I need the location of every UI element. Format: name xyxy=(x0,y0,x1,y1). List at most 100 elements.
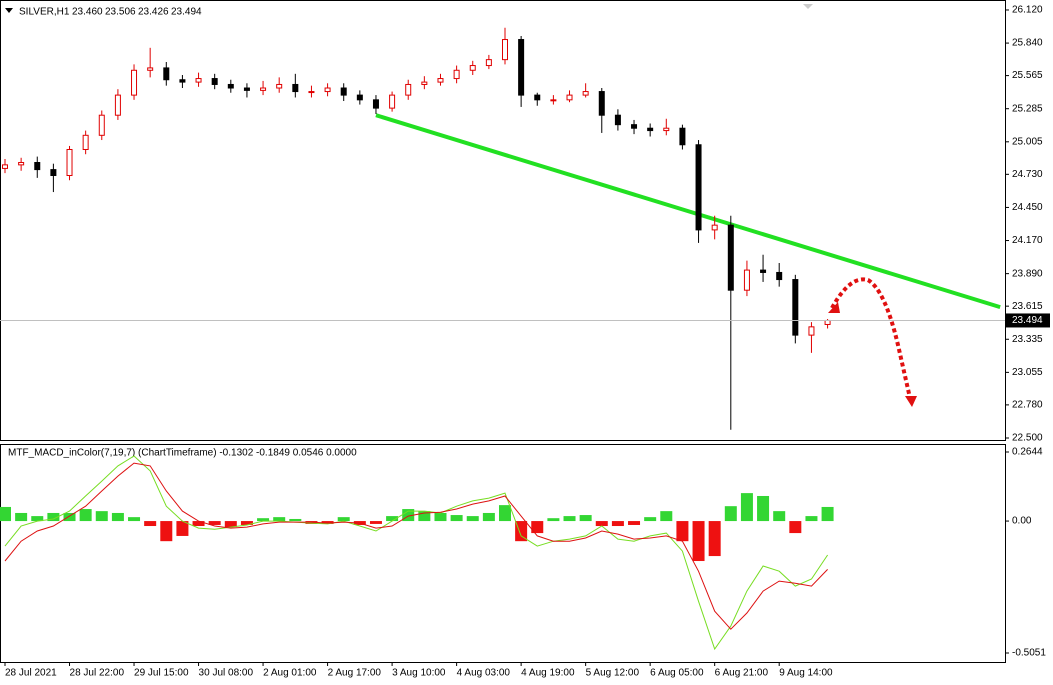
candle-body xyxy=(389,94,396,109)
histogram-bar xyxy=(805,516,818,522)
histogram-bar xyxy=(724,506,737,522)
candle-body xyxy=(421,81,428,85)
candle-body xyxy=(598,91,605,116)
candle-body xyxy=(66,148,73,177)
y-tick-label: 23.055 xyxy=(1012,367,1043,378)
candle-body xyxy=(147,67,154,71)
x-tick-label: 28 Jul 22:00 xyxy=(70,668,125,679)
candle-body xyxy=(550,99,557,102)
histogram-bar xyxy=(144,521,157,527)
candle-body xyxy=(695,144,702,231)
histogram-bar xyxy=(15,512,28,522)
candle-body xyxy=(163,67,170,81)
x-tick-label: 3 Aug 10:00 xyxy=(392,668,446,679)
candle-body xyxy=(82,134,89,150)
candle-body xyxy=(776,271,783,281)
x-tick-label: 2 Aug 17:00 xyxy=(328,668,382,679)
y-tick-label: 23.615 xyxy=(1012,301,1043,312)
histogram-bar xyxy=(257,518,270,522)
histogram-bar xyxy=(708,521,721,557)
candle-body xyxy=(324,87,331,93)
candle-body xyxy=(663,127,670,132)
candle-body xyxy=(2,164,8,169)
histogram-bar xyxy=(95,511,108,522)
histogram-bar xyxy=(0,506,11,522)
y-tick-label: 0.00 xyxy=(1012,516,1032,527)
shift-marker xyxy=(803,4,813,9)
x-tick-label: 4 Aug 03:00 xyxy=(457,668,511,679)
header-value: 23.494 xyxy=(171,7,202,18)
x-tick-label: 28 Jul 2021 xyxy=(5,668,57,679)
y-tick-label: 23.335 xyxy=(1012,334,1043,345)
x-tick-label: 30 Jul 08:00 xyxy=(199,668,254,679)
candle-body xyxy=(631,124,638,129)
candle-body xyxy=(195,78,202,83)
histogram-bar xyxy=(434,512,447,522)
y-tick-label: -0.5051 xyxy=(1012,648,1046,659)
histogram-bar xyxy=(31,516,44,522)
candle-body xyxy=(453,69,460,80)
histogram-bar xyxy=(192,521,205,527)
last-price-box xyxy=(1006,313,1050,328)
macd-panel-frame xyxy=(0,444,1006,663)
candle-body xyxy=(647,127,654,132)
histogram-bar xyxy=(740,493,753,522)
candle-body xyxy=(243,87,250,91)
candle-body xyxy=(179,79,186,83)
y-tick-label: 24.450 xyxy=(1012,202,1043,213)
histogram-bar xyxy=(289,518,302,522)
histogram-bar xyxy=(47,512,60,522)
trendline xyxy=(375,113,1001,310)
y-tick-label: 24.170 xyxy=(1012,235,1043,246)
candle-body xyxy=(437,78,444,83)
candle-body xyxy=(711,224,718,231)
histogram-bar xyxy=(547,518,560,522)
histogram-bar xyxy=(208,521,221,525)
histogram-bar xyxy=(563,516,576,522)
macd-line xyxy=(4,455,829,651)
chart-title: SILVER,H1 xyxy=(19,7,70,18)
histogram-bar xyxy=(418,511,431,522)
candle-body xyxy=(260,87,267,91)
histogram-bar xyxy=(466,516,479,522)
candle-body xyxy=(824,319,831,325)
forecast-arrow-path xyxy=(830,277,912,399)
x-tick-label: 2 Aug 01:00 xyxy=(263,668,317,679)
candle-body xyxy=(614,114,621,126)
main-panel-frame xyxy=(0,0,1006,441)
forecast-arrow xyxy=(828,277,917,407)
candle-body xyxy=(340,87,347,96)
histogram-bar xyxy=(579,515,592,522)
histogram-bar xyxy=(644,517,657,522)
x-tick-label: 4 Aug 19:00 xyxy=(521,668,575,679)
candle-body xyxy=(743,269,750,291)
candle-body xyxy=(356,94,363,101)
histogram-bar xyxy=(482,512,495,522)
menu-triangle[interactable] xyxy=(5,8,13,13)
arrow-head xyxy=(828,302,840,313)
histogram-bar xyxy=(692,521,705,562)
candle-body xyxy=(372,99,379,109)
histogram-bar xyxy=(160,521,173,542)
y-tick-label: 26.120 xyxy=(1012,5,1043,16)
header-value: 23.426 xyxy=(138,7,169,18)
histogram-bar xyxy=(515,521,528,542)
candle-body xyxy=(679,127,686,146)
y-tick-label: 24.730 xyxy=(1012,169,1043,180)
candle-body xyxy=(114,94,121,116)
histogram-bar xyxy=(676,521,689,542)
histogram-bar xyxy=(499,505,511,522)
y-tick-label: 25.005 xyxy=(1012,136,1043,147)
candle-body xyxy=(485,59,492,67)
arrow-head xyxy=(905,396,917,407)
candle-body xyxy=(502,39,508,61)
histogram-bar xyxy=(111,512,124,522)
histogram-bar xyxy=(321,521,334,524)
histogram-bar xyxy=(595,521,608,527)
candle-body xyxy=(34,162,41,171)
macd-line xyxy=(4,462,828,630)
x-tick-label: 5 Aug 12:00 xyxy=(586,668,640,679)
histogram-bar xyxy=(628,521,641,525)
